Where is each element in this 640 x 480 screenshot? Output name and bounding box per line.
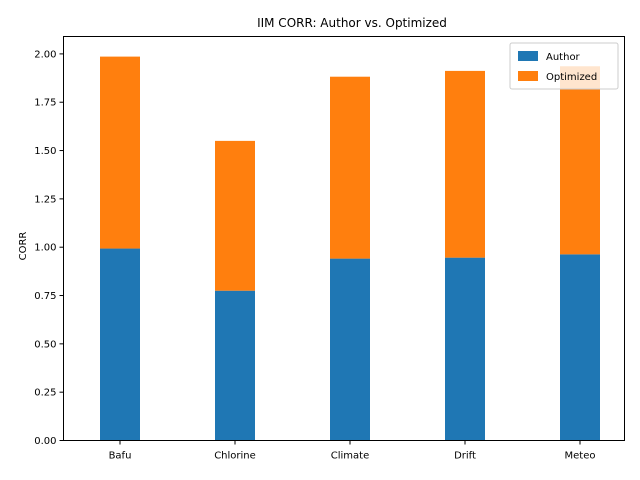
y-axis-label: CORR [18,232,29,261]
bars-group [100,56,600,441]
x-tick-label: Meteo [565,451,596,462]
x-tick-label: Chlorine [214,451,256,462]
bar-optimized-chlorine [215,140,255,291]
x-axis: Bafu Chlorine Climate Drift Meteo [109,440,596,462]
x-tick-label: Climate [331,451,369,462]
y-tick-label: 0.00 [34,436,56,447]
y-tick-label: 0.75 [34,291,56,302]
bar-author-climate [330,258,370,441]
legend: Author Optimized [509,42,619,90]
y-tick-label: 0.50 [34,339,56,350]
bar-author-drift [445,257,485,441]
bar-author-meteo [560,254,600,441]
x-tick-label: Bafu [109,451,132,462]
bar-author-chlorine [215,290,255,441]
bar-optimized-meteo [560,66,600,255]
bar-optimized-bafu [100,56,140,249]
bar-author-bafu [100,248,140,441]
legend-label-optimized: Optimized [546,72,597,83]
chart-title: IIM CORR: Author vs. Optimized [257,16,447,30]
y-axis: 0.00 0.25 0.50 0.75 1.00 1.25 1.50 1.75 2.00 [34,49,64,447]
y-tick-label: 1.00 [34,243,56,254]
bar-optimized-drift [445,70,485,258]
y-tick-label: 1.75 [34,98,56,109]
legend-swatch-author [518,51,538,61]
y-tick-label: 1.25 [34,194,56,205]
x-tick-label: Drift [454,451,476,462]
y-tick-label: 2.00 [34,49,56,60]
legend-swatch-optimized [518,71,538,81]
y-tick-label: 1.50 [34,146,56,157]
plot-frame [63,36,625,441]
y-tick-label: 0.25 [34,388,56,399]
legend-label-author: Author [546,52,581,63]
bar-optimized-climate [330,76,370,259]
